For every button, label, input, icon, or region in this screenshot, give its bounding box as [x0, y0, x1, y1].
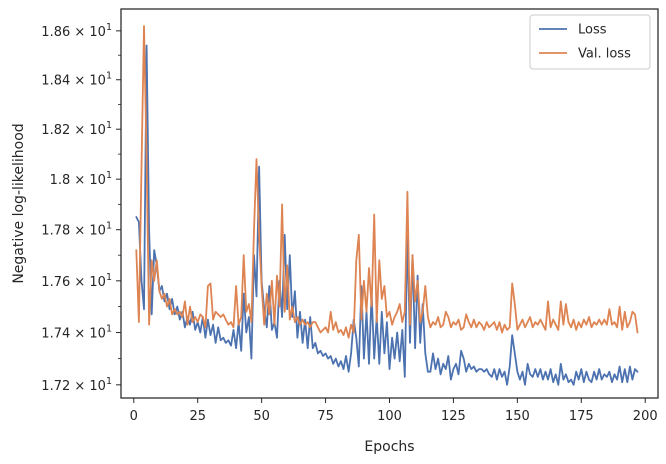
x-tick-label: 200 [633, 409, 658, 424]
y-tick-label: 1.76 × 101 [41, 272, 112, 290]
y-axis-ticks: 1.72 × 101 1.74 × 101 1.76 × 101 1.78 × 101… [41, 22, 121, 394]
x-tick-label: 75 [317, 409, 334, 424]
x-tick-label: 150 [505, 409, 530, 424]
x-tick-label: 0 [130, 409, 138, 424]
y-axis-label: Negative log-likelihood [11, 123, 27, 283]
y-tick-label: 1.72 × 101 [41, 376, 112, 394]
x-tick-label: 50 [253, 409, 270, 424]
x-axis-label: Epochs [364, 439, 414, 455]
x-tick-label: 100 [377, 409, 402, 424]
series-line-loss [135, 44, 639, 386]
y-tick-label: 1.84 × 101 [41, 71, 112, 89]
y-tick-label: 1.78 × 101 [41, 221, 112, 239]
x-axis-ticks: 0 25 50 75 100 125 150 175 200 [130, 398, 658, 424]
legend-label-loss: Loss [578, 23, 607, 38]
series-line-val-loss [135, 25, 639, 339]
x-tick-label: 25 [189, 409, 206, 424]
x-tick-label: 125 [441, 409, 466, 424]
y-tick-label: 1.82 × 101 [41, 120, 112, 138]
y-tick-label: 1.86 × 101 [41, 22, 112, 40]
series-layer [135, 25, 639, 386]
y-tick-label: 1.74 × 101 [41, 324, 112, 342]
legend: Loss Val. loss [529, 14, 651, 70]
x-tick-label: 175 [569, 409, 594, 424]
legend-label-val-loss: Val. loss [578, 47, 631, 62]
y-tick-label: 1.8 × 101 [50, 170, 112, 188]
